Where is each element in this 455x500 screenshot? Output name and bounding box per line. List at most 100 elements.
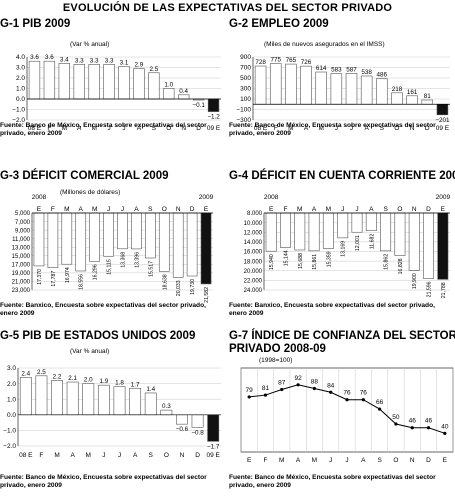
- bar: [315, 71, 327, 105]
- data-label: 15,115: [107, 259, 113, 275]
- x-tick-label: F: [283, 206, 287, 213]
- x-tick-label: J: [329, 457, 332, 464]
- data-label: 726: [301, 59, 312, 66]
- y-tick-label: 19,000: [12, 271, 31, 277]
- x-tick-label: D: [426, 457, 431, 464]
- data-label: 2.5: [37, 369, 46, 376]
- bar: [436, 103, 449, 116]
- bar: [35, 375, 48, 416]
- x-tick-label: J: [118, 452, 121, 459]
- x-tick-label: D: [190, 206, 195, 213]
- bar: [300, 65, 312, 105]
- x-tick-label: J: [355, 206, 358, 213]
- x-tick-label: F: [47, 125, 51, 132]
- chart-subtitle: (Millones de dólares): [60, 189, 120, 196]
- panel-g3-deficit-comercial: G-3 DÉFICIT COMERCIAL 2009 (Millones de …: [0, 170, 226, 330]
- x-tick-label: D: [195, 452, 200, 459]
- bar: [113, 386, 126, 416]
- x-tick-label: S: [149, 452, 154, 459]
- data-label: 11,682: [369, 234, 375, 250]
- y-tick-label: 0.0: [7, 412, 16, 419]
- panel-title-line2: PRIVADO 2008-09: [229, 343, 326, 355]
- x-tick-label: M: [297, 206, 302, 213]
- bar: [117, 212, 128, 250]
- data-point: [394, 422, 398, 426]
- data-label: 15,862: [384, 254, 390, 270]
- data-label: 92: [294, 375, 302, 382]
- x-tick-label: D: [196, 125, 201, 132]
- x-tick-label: S: [377, 457, 382, 464]
- plot-frame: [240, 367, 454, 453]
- bar: [158, 212, 170, 272]
- x-tick-label: J: [341, 206, 344, 213]
- x-tick-label: O: [166, 125, 171, 132]
- bar: [394, 212, 406, 256]
- x-tick-label: A: [369, 206, 374, 213]
- bar: [89, 212, 100, 262]
- y-tick-label: 24.000: [244, 288, 263, 294]
- data-label: 18,638: [162, 274, 168, 290]
- x-tick-label: S: [380, 125, 385, 132]
- bar: [148, 72, 160, 100]
- bar: [337, 212, 349, 239]
- data-label: −1.2: [207, 114, 220, 121]
- data-label: 3.3: [75, 57, 84, 64]
- data-label: 76: [343, 390, 351, 397]
- x-tick-label: J: [121, 206, 124, 213]
- chart-subtitle: (Miles de nuevos asegurados en el IMSS): [264, 41, 385, 48]
- x-tick-label: J: [122, 125, 125, 132]
- y-tick-label: 21,000: [12, 280, 31, 286]
- y-tick-label: 14.000: [244, 240, 263, 246]
- data-label: 1.7: [131, 381, 140, 388]
- bar: [51, 380, 63, 416]
- y-tick-label: 8.000: [247, 211, 263, 217]
- data-label: 81: [262, 385, 270, 392]
- data-label: 87: [278, 379, 286, 386]
- data-label: 15,359: [326, 251, 332, 267]
- y-tick-label: 16.000: [244, 250, 263, 256]
- x-tick-label: E: [269, 206, 274, 213]
- x-tick-label: S: [148, 206, 153, 213]
- panel-source: Fuente: Banxico, Encuesta sobre expectat…: [0, 302, 206, 317]
- y-tick-label: 3.0: [7, 365, 16, 372]
- y-tick-label: −2.0: [3, 443, 16, 450]
- data-point: [410, 426, 414, 430]
- chart-g4-cuenta-corriente: 2008 2009 8.000 10.000 12.000 14.000 16.000 18.…: [244, 194, 451, 298]
- y-tick-label: 22.000: [244, 279, 263, 285]
- chart-g5-pib-eua: (Var % anual) −2.0 −1.0 0.0 1.0 2.0 3.0 2.4 08 E…: [3, 348, 221, 459]
- bar: [19, 377, 32, 416]
- y-tick-label: −2.0: [12, 117, 25, 124]
- y-tick-label: −1.0: [3, 428, 16, 435]
- x-tick-label: 08 E: [254, 125, 268, 132]
- bar: [66, 381, 79, 416]
- bar: [437, 212, 449, 280]
- y-tick-label: 0.0: [16, 96, 25, 103]
- chart-g3-deficit-comercial: (Millones de dólares) 2008 2009 5,000 7,000 9…: [12, 189, 214, 303]
- data-label: −1.7: [207, 443, 220, 450]
- panel-source: Fuente: Banco de México, Encuesta sobre …: [0, 122, 207, 137]
- y-tick-label: 3.0: [16, 65, 25, 72]
- x-tick-label: M: [279, 457, 284, 464]
- data-point: [329, 390, 333, 394]
- data-label: 3.4: [60, 56, 69, 63]
- bar: [406, 95, 418, 105]
- data-label: 17,370: [37, 269, 43, 285]
- x-tick-label: 09 E: [436, 125, 450, 132]
- panel-g2-empleo: G-2 EMPLEO 2009 (Miles de nuevos asegura…: [229, 18, 455, 146]
- y-tick-label: 100: [240, 96, 251, 103]
- bar: [75, 212, 87, 272]
- x-tick-label: O: [397, 206, 402, 213]
- bar: [207, 98, 220, 112]
- data-label: 2.2: [53, 373, 62, 380]
- data-label: 18,556: [79, 274, 85, 290]
- data-label: 728: [255, 59, 266, 66]
- x-tick-label: A: [134, 206, 139, 213]
- x-tick-label: 08 E: [28, 125, 42, 132]
- y-tick-label: 12.000: [244, 230, 263, 236]
- data-label: −0.1: [192, 102, 205, 109]
- data-label: 76: [360, 390, 368, 397]
- data-label: 21,788: [441, 282, 447, 298]
- x-tick-label: J: [107, 206, 110, 213]
- panel-title: G-2 EMPLEO 2009: [229, 18, 329, 30]
- data-label: 15,517: [148, 261, 154, 277]
